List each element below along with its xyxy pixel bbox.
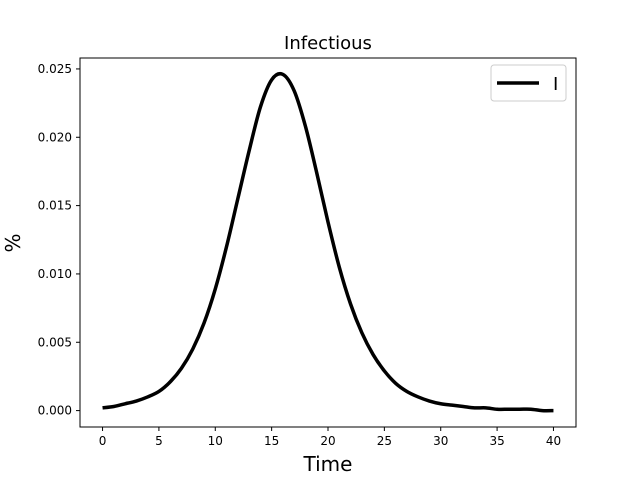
x-tick-label: 20 [320, 434, 335, 448]
y-axis: 0.000 0.005 0.010 0.015 0.020 0.025 [38, 62, 80, 418]
y-tick-label: 0.015 [38, 199, 72, 213]
x-tick-label: 0 [99, 434, 107, 448]
x-tick-label: 35 [489, 434, 504, 448]
chart-title: Infectious [284, 33, 372, 54]
x-tick-label: 25 [377, 434, 392, 448]
series-line-i [102, 71, 554, 413]
y-tick-label: 0.000 [38, 404, 72, 418]
y-tick-label: 0.010 [38, 267, 72, 281]
x-tick-label: 40 [546, 434, 561, 448]
x-tick-label: 30 [433, 434, 448, 448]
legend-label-i: I [553, 74, 558, 95]
series-layer [102, 71, 554, 413]
x-axis: 0 5 10 15 20 25 30 35 40 [99, 427, 561, 448]
y-tick-label: 0.025 [38, 62, 72, 76]
y-axis-label: % [1, 233, 25, 252]
y-tick-label: 0.005 [38, 335, 72, 349]
plot-frame [79, 57, 577, 428]
x-tick-label: 5 [155, 434, 163, 448]
x-tick-label: 15 [264, 434, 279, 448]
x-tick-label: 10 [208, 434, 223, 448]
plot-area: 0 5 10 15 20 25 30 35 40 0.0000.0050.0100.0150.0… [38, 57, 577, 448]
x-axis-label: Time [303, 452, 353, 476]
legend: I [490, 64, 567, 102]
y-tick-label: 0.020 [38, 130, 72, 144]
